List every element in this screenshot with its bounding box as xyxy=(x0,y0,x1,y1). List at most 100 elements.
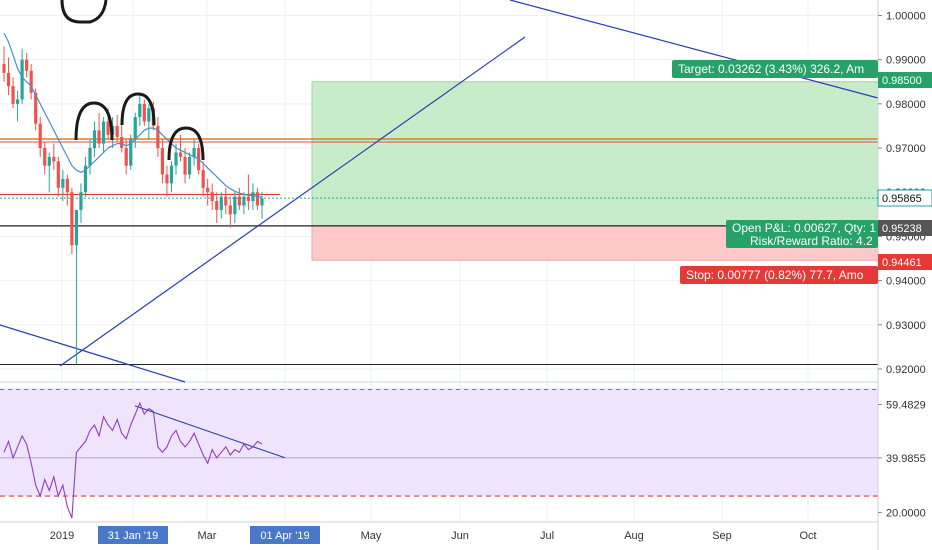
candle-body xyxy=(260,198,264,206)
candle-body xyxy=(255,192,260,206)
candle-body xyxy=(224,196,228,206)
candle-body xyxy=(251,192,255,202)
candle-body xyxy=(206,187,210,193)
candle-body xyxy=(120,136,124,149)
candle-body xyxy=(178,152,183,157)
candle-body xyxy=(88,148,92,166)
candle-body xyxy=(233,196,237,215)
candle-body xyxy=(38,123,42,149)
time-label: Jun xyxy=(451,530,469,542)
candle-body xyxy=(83,165,88,193)
candle xyxy=(187,152,192,179)
candle xyxy=(15,90,20,122)
time-highlight xyxy=(250,526,320,544)
candle-body xyxy=(29,70,33,93)
time-axis[interactable]: 2019 31 Jan '19 Mar 01 Apr '19 May Jun Jul Aug S… xyxy=(0,521,878,544)
candle-body xyxy=(6,72,11,87)
price-tick-label: 0.98000 xyxy=(886,99,926,111)
candle-body xyxy=(237,196,241,206)
lower-trendline xyxy=(0,324,186,383)
candle xyxy=(251,183,255,210)
candle xyxy=(183,148,187,184)
candle xyxy=(242,192,246,215)
candle xyxy=(11,77,15,109)
candle xyxy=(169,161,174,193)
descending-trendline xyxy=(509,0,879,99)
current-price-label: 0.95865 xyxy=(882,193,922,205)
candle-body xyxy=(210,192,214,202)
entry-price-tag: 0.95238 xyxy=(878,220,932,236)
candle-body xyxy=(147,108,151,122)
price-tick-label: 1.00000 xyxy=(886,10,926,22)
candle xyxy=(156,117,160,157)
candle xyxy=(201,161,205,197)
candle xyxy=(124,139,128,175)
time-label: Mar xyxy=(198,530,217,542)
candle xyxy=(92,121,97,157)
moving-average-line xyxy=(3,32,263,198)
candle-body xyxy=(101,121,106,144)
candle-body xyxy=(201,170,205,188)
risk-reward-text: Risk/Reward Ratio: 4.2 xyxy=(750,234,873,248)
time-label: 31 Jan '19 xyxy=(108,530,158,542)
candle xyxy=(88,139,92,175)
candle-body xyxy=(228,205,232,215)
candle-body xyxy=(160,148,165,175)
trend-drawings xyxy=(0,0,879,383)
time-label: Sep xyxy=(712,530,732,542)
candle xyxy=(246,174,251,210)
rsi-line xyxy=(3,401,263,519)
pl-info-box[interactable]: Open P&L: 0.00627, Qty: 1 Risk/Reward Ra… xyxy=(726,220,878,248)
time-highlight xyxy=(98,526,168,544)
candle xyxy=(219,192,223,219)
time-label: Aug xyxy=(624,530,644,542)
candle-body xyxy=(61,178,65,188)
candle xyxy=(224,187,228,215)
candle xyxy=(25,53,29,78)
candle xyxy=(38,117,42,157)
target-price-label: 0.98500 xyxy=(882,75,922,87)
candle xyxy=(56,156,60,197)
candle-body xyxy=(183,156,187,175)
candle-body xyxy=(246,196,251,202)
current-price-tag: 0.95865 xyxy=(877,189,932,207)
candle-body xyxy=(34,92,38,124)
candle xyxy=(52,143,56,171)
price-tick-label: 0.93000 xyxy=(886,320,926,332)
candle-body xyxy=(47,156,51,166)
candle xyxy=(228,196,232,228)
candle xyxy=(129,134,133,171)
profit-zone xyxy=(311,81,879,227)
time-label: 2019 xyxy=(50,530,74,542)
candle-body xyxy=(2,64,6,73)
candle xyxy=(2,46,6,82)
candle-body xyxy=(219,196,223,210)
candle-body xyxy=(156,125,160,149)
candle-body xyxy=(11,86,15,104)
candle-body xyxy=(129,139,133,166)
candle xyxy=(215,192,219,224)
time-label: May xyxy=(361,530,382,542)
candle-body xyxy=(65,178,69,193)
entry-price-label: 0.95238 xyxy=(882,223,922,235)
candle xyxy=(174,143,178,175)
candle-body xyxy=(138,103,142,118)
candle xyxy=(233,192,237,224)
rsi-axis[interactable]: 59.4829 39.9855 20.0000 xyxy=(878,400,926,520)
price-tick-label: 0.99000 xyxy=(886,55,926,67)
candle xyxy=(70,187,74,255)
candle xyxy=(6,57,11,95)
candle-body xyxy=(174,152,178,166)
ascending-trendline xyxy=(59,36,526,367)
candle-body xyxy=(242,196,246,206)
candle xyxy=(255,187,260,210)
candle-body xyxy=(169,165,174,184)
candle xyxy=(97,112,101,149)
candle-body xyxy=(70,192,74,246)
stop-info-box[interactable]: Stop: 0.00777 (0.82%) 77.7, Amo xyxy=(680,266,878,284)
rsi-trendline xyxy=(134,405,286,459)
target-info-box[interactable]: Target: 0.03262 (3.43%) 326.2, Am xyxy=(672,60,878,78)
candle xyxy=(61,170,65,202)
right-shoulder-arc xyxy=(167,126,205,161)
